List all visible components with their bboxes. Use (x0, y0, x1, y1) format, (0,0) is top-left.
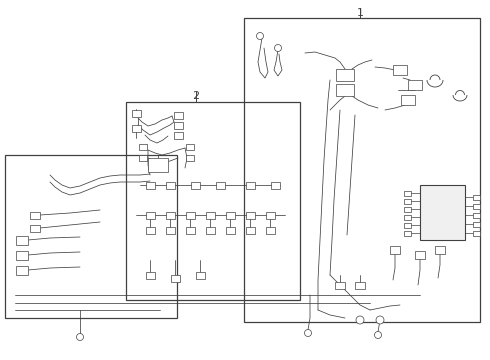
Bar (472, 230, 480, 235)
Bar (245, 181, 254, 189)
Bar (355, 282, 365, 288)
Bar (403, 215, 411, 220)
Bar (472, 212, 480, 217)
Bar (216, 181, 224, 189)
Bar (408, 80, 422, 90)
Bar (166, 211, 174, 219)
Bar (415, 251, 425, 259)
Bar (131, 125, 141, 131)
Text: 2: 2 (193, 91, 199, 101)
Bar (335, 282, 345, 288)
Bar (225, 226, 235, 234)
Bar (390, 246, 400, 254)
Bar (205, 211, 215, 219)
Bar (403, 198, 411, 203)
Bar (245, 211, 254, 219)
Bar (171, 274, 179, 282)
Bar (30, 211, 40, 219)
Circle shape (256, 32, 264, 40)
Bar (270, 181, 279, 189)
Bar (420, 185, 465, 240)
Bar (16, 266, 28, 274)
Bar (16, 235, 28, 244)
Bar (205, 226, 215, 234)
Bar (173, 112, 182, 118)
Bar (266, 226, 274, 234)
Bar (166, 181, 174, 189)
Bar (131, 109, 141, 117)
Bar (139, 155, 147, 161)
Circle shape (76, 333, 83, 341)
Circle shape (374, 332, 382, 338)
Bar (139, 144, 147, 150)
Bar (16, 251, 28, 260)
Bar (266, 211, 274, 219)
Bar (186, 144, 194, 150)
Bar (472, 221, 480, 226)
Bar (146, 271, 154, 279)
Bar (173, 131, 182, 139)
Bar (5, 155, 177, 318)
Bar (244, 18, 480, 322)
Bar (191, 181, 199, 189)
Bar (245, 226, 254, 234)
Bar (196, 271, 204, 279)
Circle shape (376, 316, 384, 324)
Bar (403, 222, 411, 228)
Bar (166, 226, 174, 234)
Bar (186, 155, 194, 161)
Text: 1: 1 (357, 8, 364, 18)
Bar (146, 226, 154, 234)
Bar (225, 211, 235, 219)
Circle shape (356, 316, 364, 324)
Bar (30, 225, 40, 231)
Bar (472, 194, 480, 199)
Bar (173, 122, 182, 129)
Circle shape (304, 329, 312, 337)
Circle shape (274, 45, 281, 51)
Bar (126, 102, 300, 300)
Bar (393, 65, 407, 75)
Bar (336, 69, 354, 81)
Bar (435, 246, 445, 254)
Bar (336, 84, 354, 96)
Bar (148, 158, 168, 172)
Bar (146, 211, 154, 219)
Bar (472, 203, 480, 208)
Bar (146, 181, 154, 189)
Bar (403, 190, 411, 195)
Bar (186, 226, 195, 234)
Bar (403, 207, 411, 211)
Bar (186, 211, 195, 219)
Bar (401, 95, 415, 105)
Bar (403, 230, 411, 235)
